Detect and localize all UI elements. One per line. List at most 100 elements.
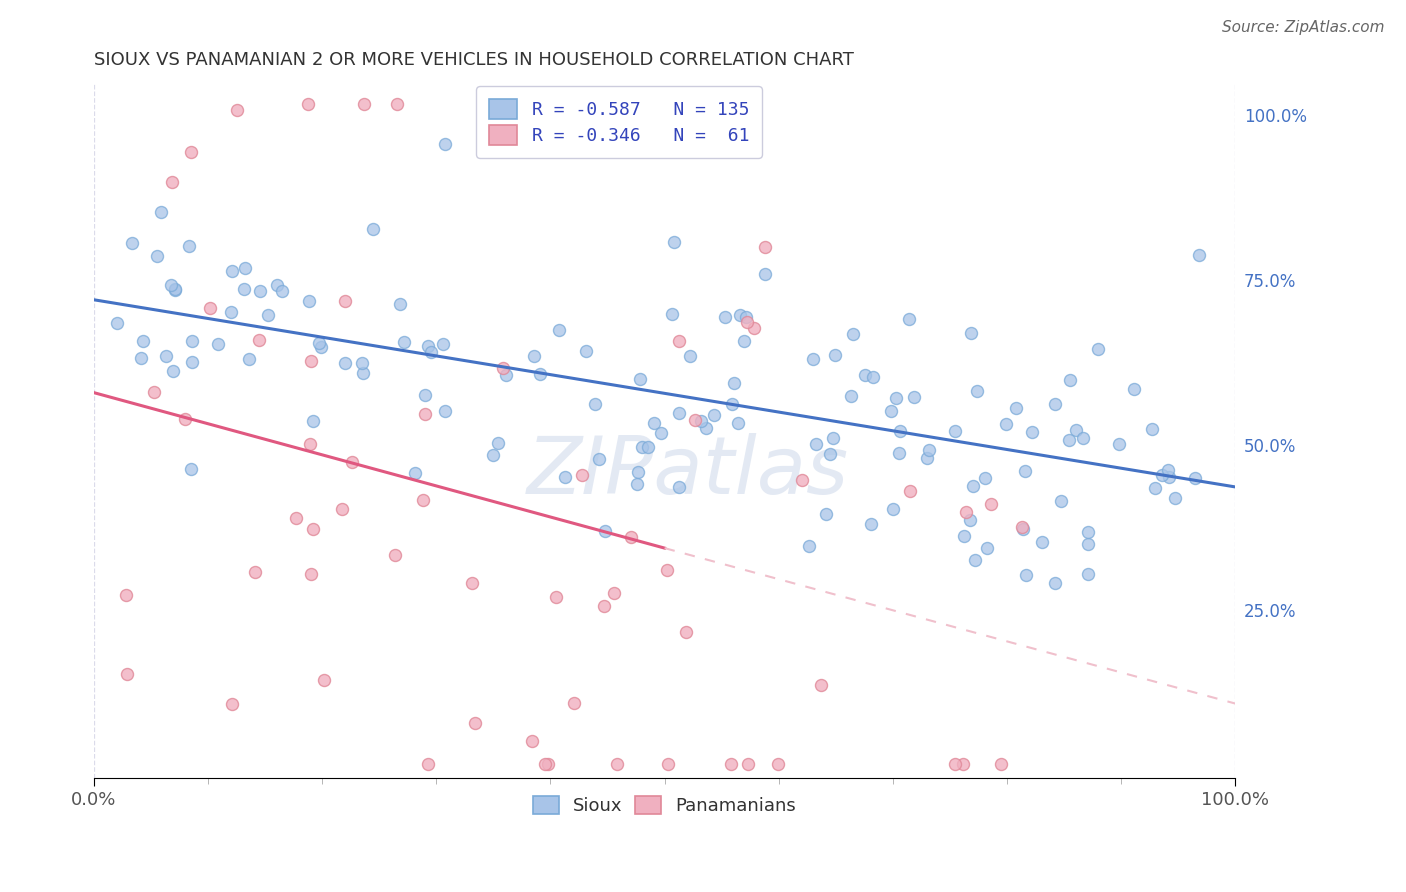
Point <box>1077 537 1099 551</box>
Point <box>114 588 136 602</box>
Point <box>768 757 790 772</box>
Point <box>413 388 436 402</box>
Point <box>129 351 152 366</box>
Point <box>966 384 988 399</box>
Point <box>221 264 243 278</box>
Point <box>529 367 551 381</box>
Point <box>177 239 200 253</box>
Point <box>818 447 841 461</box>
Point <box>612 103 634 117</box>
Point <box>180 334 202 349</box>
Point <box>1050 494 1073 508</box>
Point <box>915 451 938 466</box>
Point <box>668 480 690 494</box>
Point <box>221 697 243 711</box>
Point <box>603 586 626 600</box>
Text: 75.0%: 75.0% <box>1244 273 1296 292</box>
Point <box>309 340 332 354</box>
Point <box>298 293 321 308</box>
Point <box>980 497 1002 511</box>
Point <box>1064 423 1087 437</box>
Point <box>661 307 683 321</box>
Point <box>416 339 439 353</box>
Point <box>898 484 921 499</box>
Point <box>340 455 363 469</box>
Point <box>207 337 229 351</box>
Point <box>285 511 308 525</box>
Point <box>959 513 981 527</box>
Point <box>1164 491 1187 506</box>
Point <box>1005 401 1028 416</box>
Point <box>420 344 443 359</box>
Point <box>1031 535 1053 549</box>
Point <box>889 424 911 438</box>
Point <box>1087 343 1109 357</box>
Point <box>121 236 143 251</box>
Point <box>965 553 987 567</box>
Point <box>297 97 319 112</box>
Point <box>943 757 966 772</box>
Point <box>180 145 202 160</box>
Point <box>690 414 713 428</box>
Point <box>180 462 202 476</box>
Point <box>1015 568 1038 582</box>
Point <box>243 566 266 580</box>
Point <box>728 309 751 323</box>
Point <box>1077 524 1099 539</box>
Point <box>1157 470 1180 484</box>
Point <box>1140 422 1163 436</box>
Point <box>562 696 585 710</box>
Text: 25.0%: 25.0% <box>1244 604 1296 622</box>
Point <box>853 368 876 382</box>
Point <box>976 541 998 555</box>
Point <box>394 335 416 350</box>
Point <box>548 323 571 337</box>
Point <box>628 372 651 386</box>
Point <box>1011 522 1033 536</box>
Point <box>898 312 921 326</box>
Point <box>537 757 560 772</box>
Point <box>824 348 846 362</box>
Point <box>434 404 457 418</box>
Point <box>330 502 353 516</box>
Point <box>650 425 672 440</box>
Point <box>413 407 436 421</box>
Point <box>221 305 243 319</box>
Point <box>962 479 984 493</box>
Point <box>314 673 336 687</box>
Point <box>792 473 814 487</box>
Point <box>626 477 648 491</box>
Point <box>810 678 832 692</box>
Point <box>974 471 997 485</box>
Point <box>657 563 679 577</box>
Point <box>162 364 184 378</box>
Point <box>637 440 659 454</box>
Point <box>713 310 735 324</box>
Point <box>605 757 627 772</box>
Point <box>627 465 650 479</box>
Point <box>720 397 742 411</box>
Point <box>862 370 884 384</box>
Point <box>523 350 546 364</box>
Point <box>754 267 776 281</box>
Point <box>495 368 517 382</box>
Point <box>960 326 983 340</box>
Point <box>884 392 907 406</box>
Point <box>668 334 690 348</box>
Point <box>643 416 665 430</box>
Point <box>302 523 325 537</box>
Point <box>132 334 155 348</box>
Point <box>1157 463 1180 477</box>
Point <box>301 414 323 428</box>
Point <box>583 397 606 411</box>
Point <box>1071 431 1094 445</box>
Text: Source: ZipAtlas.com: Source: ZipAtlas.com <box>1222 20 1385 35</box>
Point <box>492 361 515 376</box>
Point <box>150 204 173 219</box>
Point <box>384 548 406 562</box>
Point <box>720 757 742 772</box>
Point <box>841 389 863 403</box>
Point <box>160 278 183 293</box>
Point <box>735 310 758 325</box>
Point <box>554 469 576 483</box>
